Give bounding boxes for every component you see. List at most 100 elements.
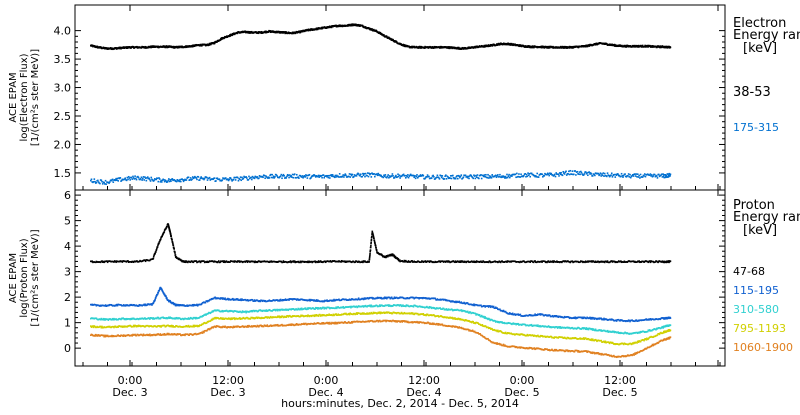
data-point xyxy=(614,176,616,178)
data-point xyxy=(292,174,294,176)
y-tick-label: 4 xyxy=(64,240,71,253)
data-point xyxy=(558,175,560,177)
data-point xyxy=(363,173,365,175)
data-point xyxy=(204,178,206,180)
data-point xyxy=(569,174,571,176)
data-point xyxy=(413,306,415,308)
data-point xyxy=(661,173,663,175)
data-point xyxy=(558,173,560,175)
data-point xyxy=(302,175,304,177)
data-point xyxy=(397,176,399,178)
data-point xyxy=(654,174,656,176)
data-point xyxy=(468,178,470,180)
data-point xyxy=(483,176,485,178)
data-point xyxy=(484,176,486,178)
data-point xyxy=(373,173,375,175)
data-point xyxy=(512,313,514,315)
data-point xyxy=(670,317,672,319)
data-point xyxy=(465,174,467,176)
data-point xyxy=(574,170,576,172)
y-tick-label: 6 xyxy=(64,189,71,202)
data-point xyxy=(606,176,608,178)
data-point xyxy=(445,174,447,176)
data-point xyxy=(520,173,522,175)
data-point xyxy=(600,172,602,174)
data-point xyxy=(134,178,136,180)
data-point xyxy=(603,175,605,177)
data-point xyxy=(579,174,581,176)
data-point xyxy=(227,178,229,180)
data-point xyxy=(335,175,337,177)
data-point xyxy=(413,176,415,178)
data-point xyxy=(358,173,360,175)
data-point xyxy=(145,177,147,179)
data-point xyxy=(230,177,232,179)
data-point xyxy=(567,173,569,175)
data-point xyxy=(294,173,296,175)
data-point xyxy=(145,260,147,262)
data-point xyxy=(627,175,629,177)
data-point xyxy=(206,177,208,179)
data-point xyxy=(485,174,487,176)
data-point xyxy=(516,173,518,175)
data-point xyxy=(314,308,316,310)
data-point xyxy=(509,177,511,179)
data-point xyxy=(172,178,174,180)
y-tick-label: 2.5 xyxy=(54,110,72,123)
data-point xyxy=(536,173,538,175)
data-point xyxy=(406,176,408,178)
data-point xyxy=(432,175,434,177)
data-point xyxy=(414,175,416,177)
data-point xyxy=(269,177,271,179)
data-point xyxy=(490,176,492,178)
data-point xyxy=(511,175,513,177)
data-point xyxy=(281,174,283,176)
data-point xyxy=(218,260,220,262)
data-point xyxy=(349,176,351,178)
data-point xyxy=(599,174,601,176)
data-point xyxy=(328,177,330,179)
data-point xyxy=(143,179,145,181)
data-point xyxy=(610,174,612,176)
data-point xyxy=(449,177,451,179)
data-point xyxy=(338,176,340,178)
data-point xyxy=(463,176,465,178)
data-point xyxy=(408,177,410,179)
data-point xyxy=(141,179,143,181)
data-point xyxy=(154,299,156,301)
data-point xyxy=(488,177,490,179)
data-point xyxy=(140,178,142,180)
data-point xyxy=(359,175,361,177)
y-tick-label: 3.5 xyxy=(54,53,72,66)
data-point xyxy=(391,175,393,177)
data-point xyxy=(433,176,435,178)
data-point xyxy=(370,173,372,175)
data-point xyxy=(374,243,376,245)
data-point xyxy=(170,180,172,182)
data-point xyxy=(669,175,671,177)
data-point xyxy=(437,175,439,177)
data-point xyxy=(91,178,93,180)
data-point xyxy=(94,181,96,183)
data-point xyxy=(258,178,260,180)
data-point xyxy=(497,174,499,176)
data-point xyxy=(225,177,227,179)
data-point xyxy=(633,175,635,177)
data-point xyxy=(436,177,438,179)
data-point xyxy=(384,176,386,178)
data-point xyxy=(286,176,288,178)
y-axis-label: ACE EPAM xyxy=(8,72,19,122)
data-point xyxy=(407,174,409,176)
data-point xyxy=(527,176,529,178)
data-point xyxy=(560,172,562,174)
data-point xyxy=(431,177,433,179)
data-point xyxy=(360,173,362,175)
data-point xyxy=(291,176,293,178)
data-point xyxy=(166,226,168,228)
data-point xyxy=(495,175,497,177)
data-point xyxy=(548,175,550,177)
data-point xyxy=(369,255,371,257)
